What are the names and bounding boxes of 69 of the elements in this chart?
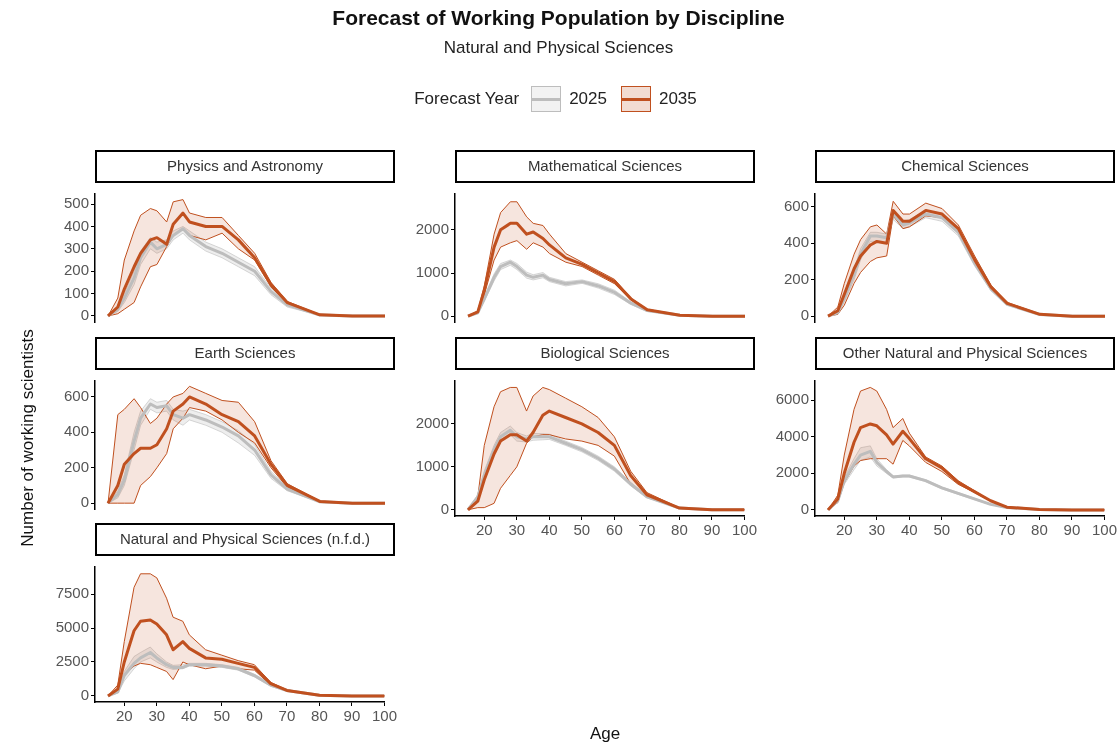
x-tick-label: 50	[933, 521, 951, 539]
x-tick-label: 100	[371, 707, 397, 725]
y-tick-label: 0	[440, 499, 449, 517]
y-tick-label: 1000	[415, 263, 449, 281]
y-tick-label: 200	[63, 261, 89, 279]
legend-label: 2035	[658, 89, 697, 109]
y-tick-label: 5000	[55, 618, 89, 636]
chart-title: Natural and Physical Sciences (n.f.d.)	[95, 523, 395, 556]
x-tick-label: 90	[1063, 521, 1081, 539]
chart-title: Other Natural and Physical Sciences	[815, 337, 1115, 370]
y-tick-label: 200	[783, 269, 809, 287]
y-tick-label: 4000	[775, 426, 809, 444]
x-tick-label: 30	[868, 521, 886, 539]
x-tick-label: 60	[606, 521, 623, 539]
x-tick-label: 60	[966, 521, 983, 539]
x-tick-label: 100	[1091, 521, 1117, 539]
x-tick-label: 60	[246, 707, 263, 725]
y-tick-label: 0	[800, 306, 809, 324]
x-tick-label: 20	[115, 707, 133, 725]
x-tick-label: 30	[508, 521, 526, 539]
y-tick-label: 500	[63, 194, 89, 212]
y-tick-label: 2000	[415, 414, 449, 432]
x-tick-label: 50	[213, 707, 231, 725]
y-tick-label: 600	[63, 387, 89, 405]
x-tick-label: 40	[180, 707, 198, 725]
x-tick-label: 40	[900, 521, 918, 539]
y-tick-label: 2500	[55, 652, 89, 670]
y-tick-label: 6000	[775, 390, 809, 408]
x-tick-label: 70	[998, 521, 1016, 539]
y-tick-label: 400	[783, 233, 809, 251]
legend-label: 2025	[569, 89, 607, 109]
x-tick-label: 80	[311, 707, 328, 725]
chart-title: Mathematical Sciences	[455, 150, 755, 183]
x-tick-label: 40	[540, 521, 558, 539]
legend-title: Forecast Year	[414, 89, 520, 109]
x-tick-label: 70	[638, 521, 656, 539]
text: Natural and Physical Sciences	[442, 38, 675, 58]
x-tick-label: 90	[703, 521, 721, 539]
chart-title: Biological Sciences	[455, 337, 755, 370]
chart-title: Earth Sciences	[95, 337, 395, 370]
y-tick-label: 0	[800, 500, 809, 518]
chart-title: Physics and Astronomy	[95, 150, 395, 183]
x-tick-label: 80	[1031, 521, 1048, 539]
y-tick-label: 400	[63, 422, 89, 440]
y-tick-label: 2000	[415, 219, 449, 237]
y-tick-label: 100	[63, 283, 89, 301]
x-tick-label: 90	[343, 707, 361, 725]
y-tick-label: 0	[440, 306, 449, 324]
x-tick-label: 100	[731, 521, 757, 539]
y-axis-title: Number of working scientists	[18, 328, 38, 548]
text: Forecast of Working Population by Discipline	[331, 6, 786, 30]
x-tick-label: 80	[671, 521, 688, 539]
x-tick-label: 20	[835, 521, 853, 539]
y-tick-label: 600	[783, 196, 809, 214]
y-tick-label: 200	[63, 457, 89, 475]
y-tick-label: 0	[80, 493, 89, 511]
y-tick-label: 7500	[55, 584, 89, 602]
x-tick-label: 30	[148, 707, 166, 725]
x-tick-label: 20	[475, 521, 493, 539]
x-tick-label: 70	[278, 707, 296, 725]
y-tick-label: 1000	[415, 456, 449, 474]
y-tick-label: 0	[80, 306, 89, 324]
y-tick-label: 300	[63, 238, 89, 256]
chart-title: Chemical Sciences	[815, 150, 1115, 183]
x-axis-title: Age	[588, 724, 622, 744]
y-tick-label: 2000	[775, 463, 809, 481]
y-tick-label: 400	[63, 216, 89, 234]
y-tick-label: 0	[80, 686, 89, 704]
x-tick-label: 50	[573, 521, 591, 539]
